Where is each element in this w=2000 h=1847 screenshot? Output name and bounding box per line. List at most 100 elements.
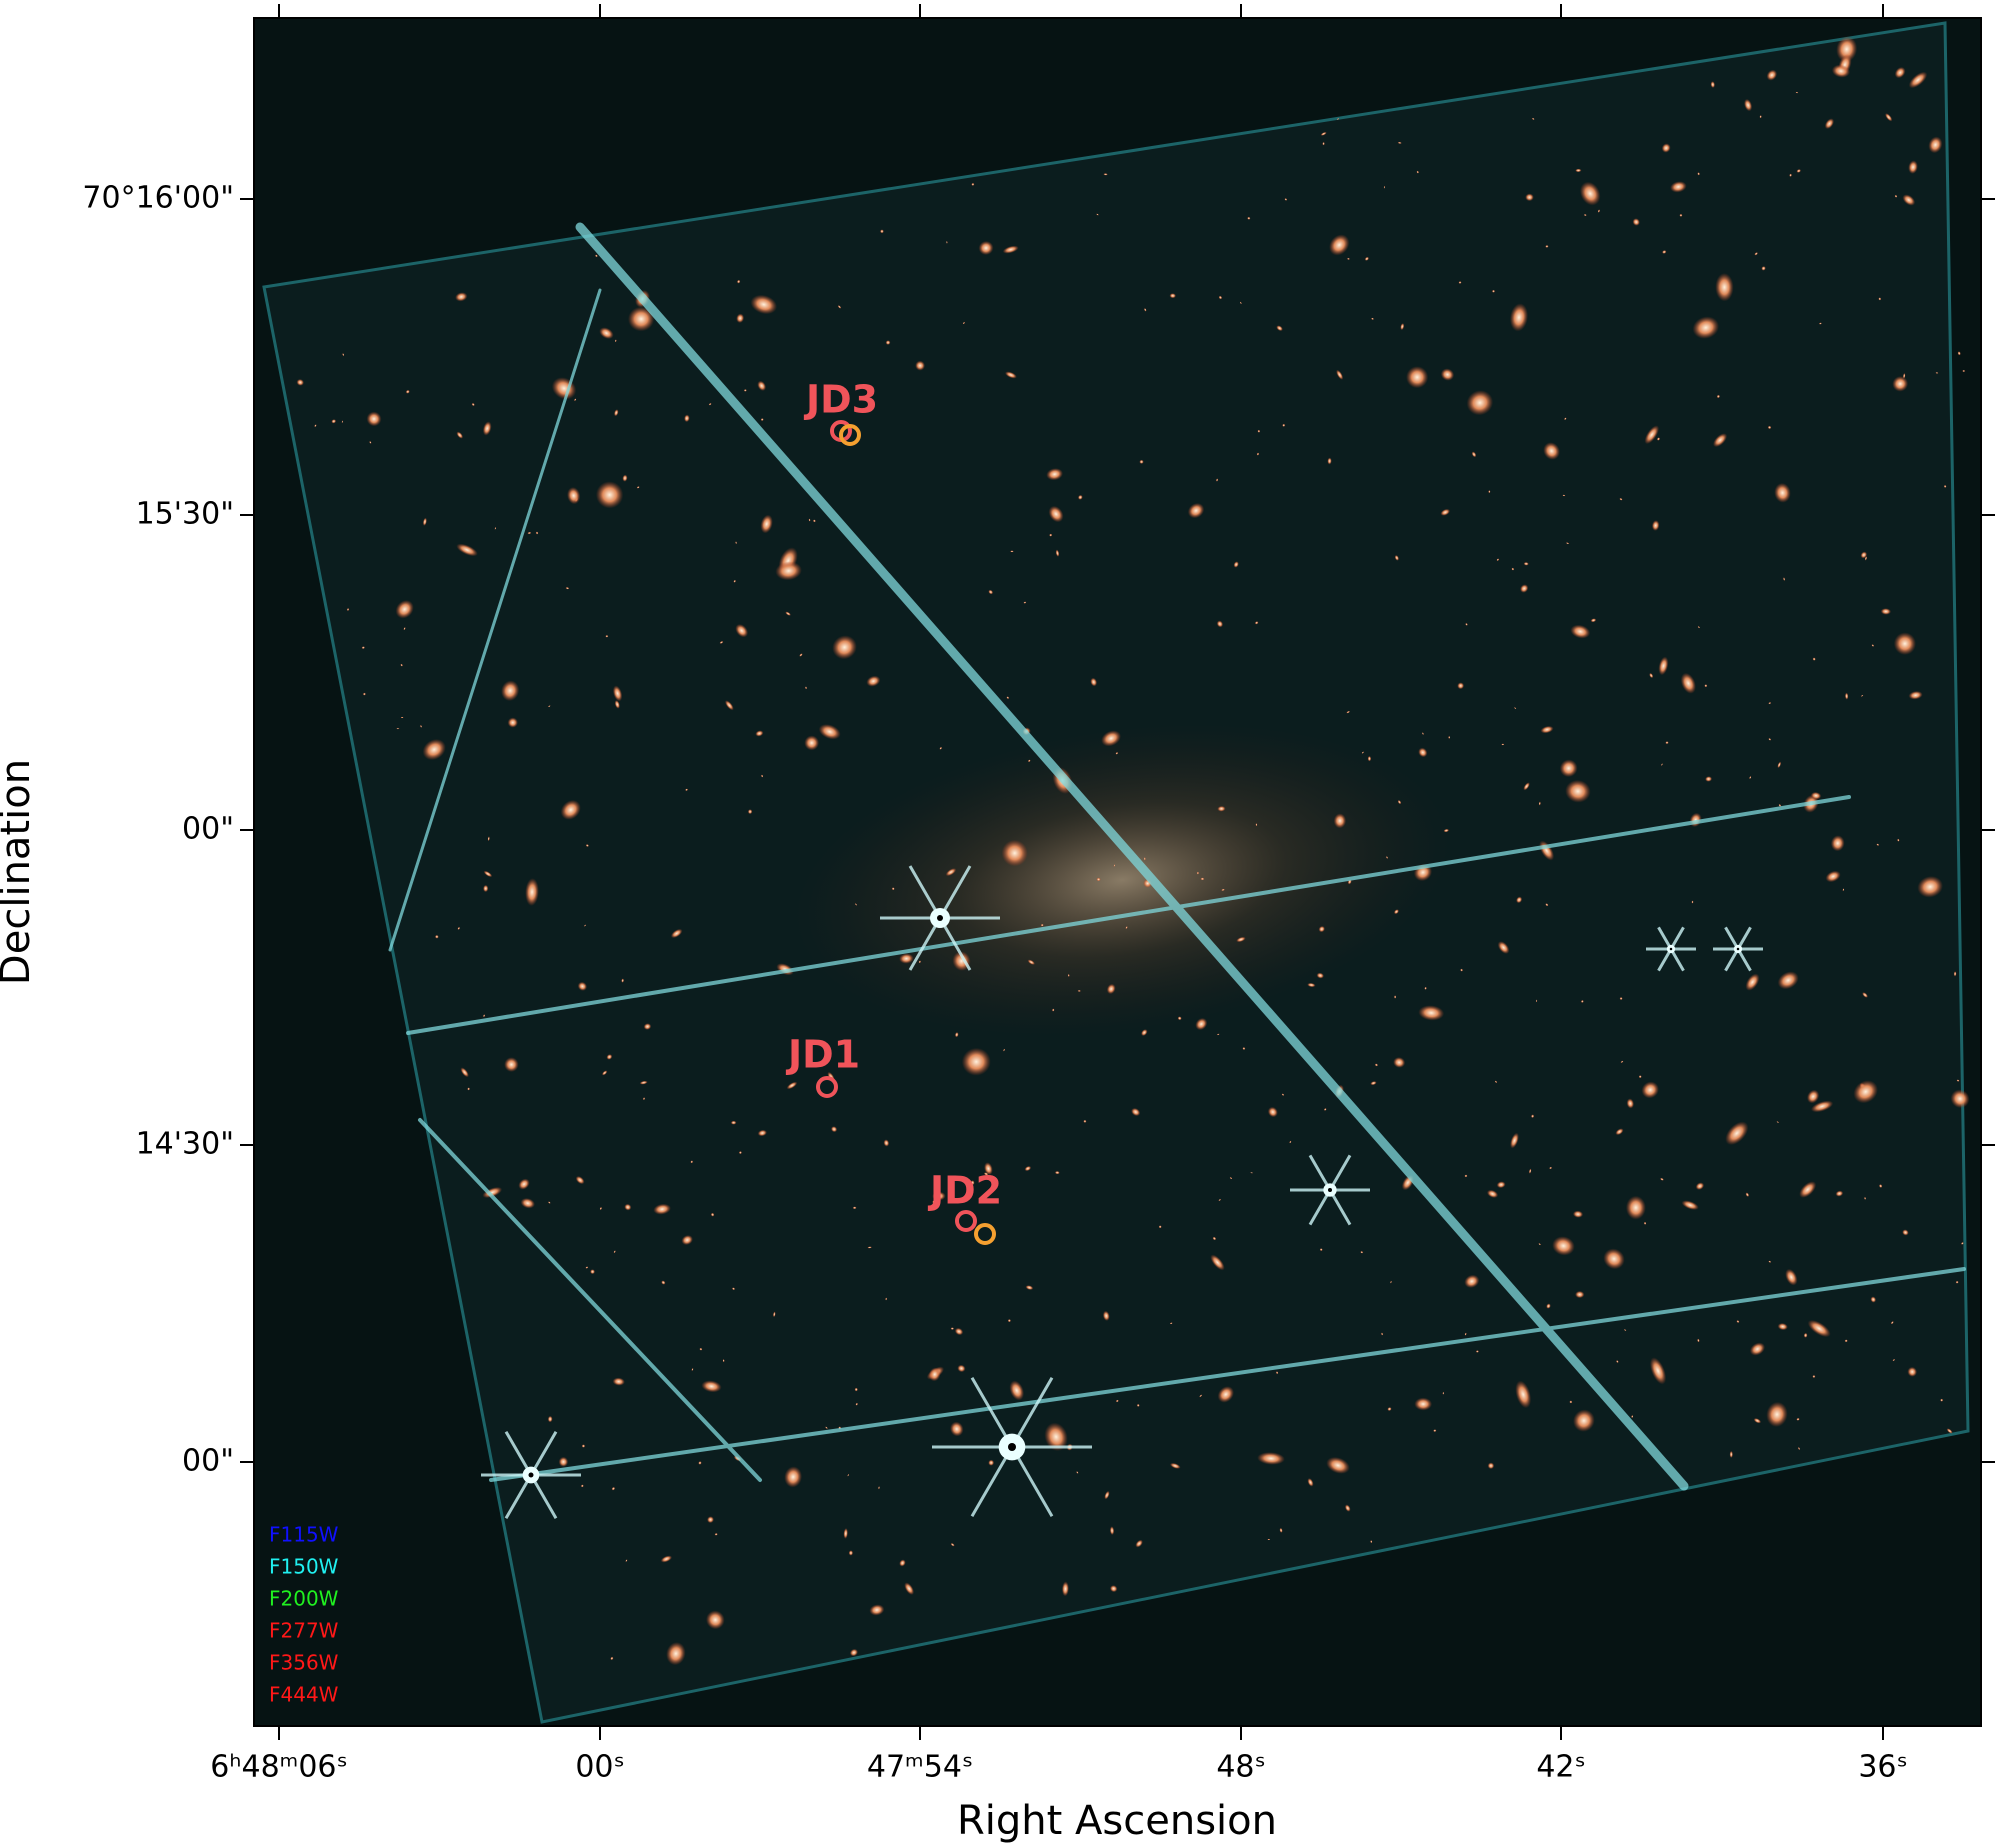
galaxy [757, 1129, 768, 1137]
galaxy [487, 836, 490, 842]
galaxy [1414, 1397, 1433, 1411]
galaxy [1256, 452, 1260, 456]
galaxy [1475, 1350, 1479, 1353]
galaxy [1831, 64, 1851, 78]
galaxy [1795, 91, 1799, 94]
galaxy [747, 809, 753, 815]
galaxy [1778, 803, 1782, 807]
galaxy [494, 526, 497, 530]
galaxy [1661, 143, 1671, 153]
galaxy [1077, 990, 1081, 992]
galaxy [684, 414, 690, 423]
galaxy [867, 1246, 872, 1249]
galaxy [1777, 1322, 1788, 1331]
galaxy [1464, 1274, 1480, 1288]
galaxy [599, 327, 614, 340]
galaxy [1641, 1081, 1659, 1099]
galaxy [1768, 738, 1772, 741]
galaxy [832, 635, 857, 660]
galaxy [547, 705, 551, 708]
galaxy [1307, 1478, 1314, 1487]
galaxy [1768, 702, 1772, 705]
galaxy [685, 788, 689, 791]
galaxy [988, 589, 994, 595]
galaxy [1497, 941, 1510, 954]
galaxy [1327, 457, 1332, 465]
galaxy [548, 1201, 551, 1204]
galaxy [899, 1559, 906, 1567]
star-core [1008, 1443, 1016, 1451]
galaxy [690, 1160, 694, 1164]
galaxy [786, 1081, 798, 1090]
galaxy [1564, 417, 1567, 421]
galaxy [1052, 1008, 1055, 1012]
galaxy [855, 1402, 858, 1406]
galaxy [1004, 371, 1017, 379]
galaxy [681, 1235, 693, 1246]
galaxy [1397, 799, 1402, 805]
galaxy [1054, 1170, 1060, 1175]
galaxy [1907, 1366, 1918, 1377]
galaxy [1697, 172, 1700, 176]
galaxy [805, 686, 808, 690]
galaxy [950, 1327, 955, 1330]
galaxy [567, 487, 581, 505]
galaxy [614, 339, 617, 343]
y-tick-label: 14'30" [136, 1127, 234, 1162]
galaxy [1136, 1403, 1140, 1407]
galaxy [1835, 1190, 1844, 1197]
galaxy [666, 1642, 686, 1666]
galaxy [1692, 316, 1720, 339]
galaxy [1962, 369, 1966, 373]
galaxy [1603, 1248, 1625, 1270]
galaxy [736, 313, 745, 323]
galaxy [962, 321, 966, 325]
galaxy [1870, 1296, 1877, 1303]
galaxy [1523, 562, 1529, 566]
galaxy [1106, 983, 1116, 995]
galaxy [1715, 273, 1734, 302]
galaxy [1370, 1540, 1373, 1544]
galaxy [1662, 250, 1667, 254]
galaxy [1908, 690, 1923, 700]
galaxy [1619, 997, 1623, 1001]
galaxy [504, 1057, 519, 1072]
galaxy [1221, 888, 1225, 891]
galaxy [560, 799, 581, 820]
galaxy [1825, 870, 1841, 883]
galaxy [719, 640, 724, 644]
galaxy [1400, 323, 1405, 331]
galaxy [932, 1191, 946, 1201]
galaxy [1096, 213, 1099, 216]
galaxy [1943, 484, 1947, 488]
galaxy [1749, 1342, 1766, 1356]
galaxy [1433, 1429, 1437, 1432]
galaxy [1125, 926, 1128, 930]
galaxy [1525, 193, 1534, 202]
galaxy [1267, 1538, 1271, 1541]
galaxy [707, 1516, 714, 1524]
galaxy [621, 978, 625, 983]
galaxy [812, 519, 816, 523]
galaxy [1649, 1357, 1667, 1385]
galaxy [961, 1047, 991, 1076]
galaxy [1531, 117, 1535, 120]
galaxy [483, 870, 493, 878]
galaxy [1807, 1319, 1831, 1338]
galaxy [804, 735, 820, 751]
galaxy [1860, 551, 1868, 559]
galaxy [1768, 1260, 1772, 1263]
galaxy [1381, 1332, 1384, 1336]
galaxy [1774, 482, 1791, 503]
galaxy [733, 579, 736, 583]
galaxy [518, 1178, 530, 1190]
galaxy [460, 1067, 469, 1078]
galaxy [1010, 550, 1014, 553]
galaxy [362, 692, 366, 696]
galaxy [1390, 1280, 1392, 1284]
galaxy [760, 514, 773, 534]
galaxy [1540, 725, 1554, 734]
galaxy [1199, 1394, 1203, 1398]
galaxy [1267, 1106, 1278, 1118]
galaxy [639, 1080, 648, 1085]
